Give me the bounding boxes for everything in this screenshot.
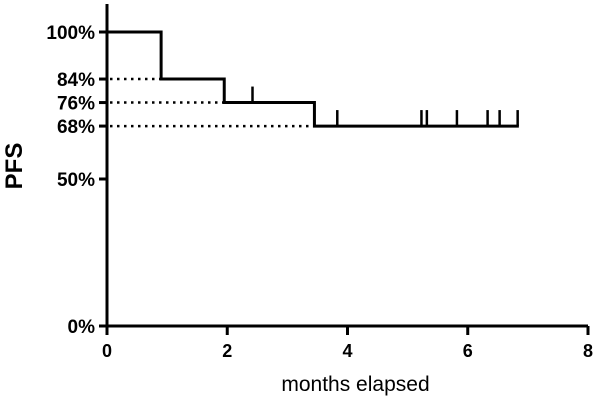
survival-curve [107, 30, 519, 128]
x-tick-label: 6 [463, 341, 473, 361]
y-tick-label: 76% [57, 94, 95, 115]
x-axis-title: months elapsed [281, 373, 429, 396]
y-axis-title: PFS [1, 143, 28, 190]
censor-marks [251, 86, 519, 127]
y-tick-label: 50% [57, 170, 95, 191]
y-tick-label: 68% [57, 117, 95, 138]
x-ticks: 0 2 4 6 8 [102, 326, 593, 361]
x-tick-label: 4 [342, 341, 352, 361]
x-tick-label: 0 [102, 341, 112, 361]
x-tick-label: 2 [222, 341, 232, 361]
x-tick-label: 8 [583, 341, 593, 361]
y-tick-label: 0% [68, 317, 96, 338]
y-ticks: 0% 50% 68%76% 84% 100% [46, 23, 107, 338]
axes [105, 4, 588, 328]
y-tick-label: 84% [57, 70, 95, 91]
y-tick-label: 100% [46, 23, 95, 44]
survival-curve-group [107, 30, 519, 128]
